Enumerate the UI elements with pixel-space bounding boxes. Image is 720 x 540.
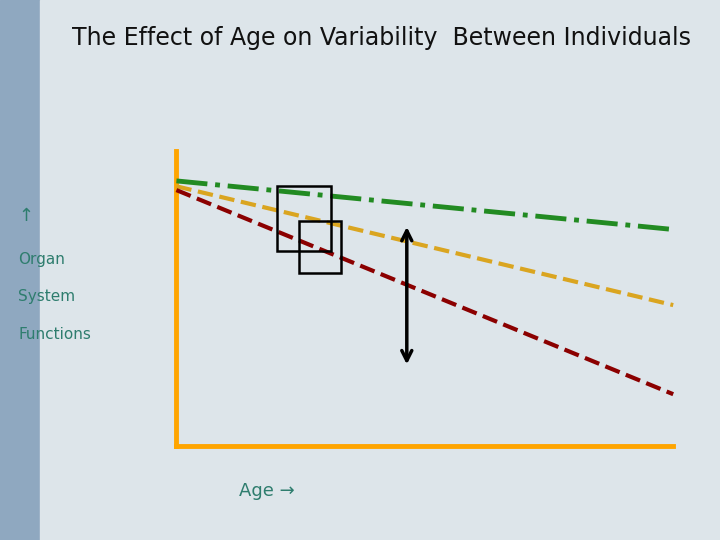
Text: System: System [18,289,75,305]
Text: The Effect of Age on Variability  Between Individuals: The Effect of Age on Variability Between… [72,26,691,50]
Text: Age →: Age → [238,482,294,501]
Text: Organ: Organ [18,252,65,267]
Text: ↑: ↑ [18,207,33,225]
Text: Functions: Functions [18,327,91,342]
Bar [277,186,331,251]
Bar [299,221,341,273]
Bar [0,0,40,540]
